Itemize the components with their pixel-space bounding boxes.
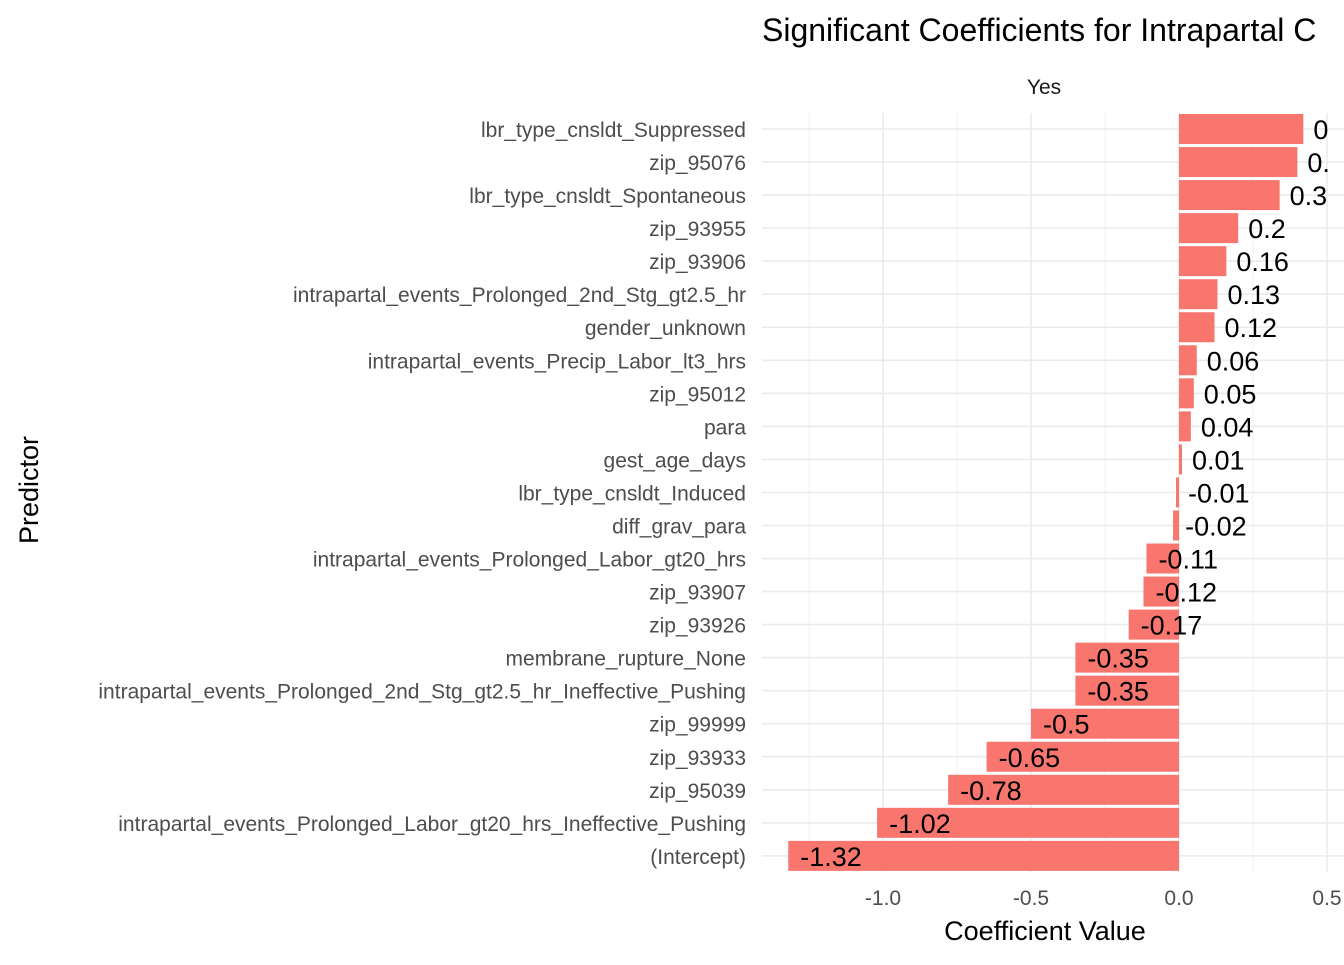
bar bbox=[1146, 543, 1179, 574]
y-tick-label: zip_95039 bbox=[649, 780, 746, 803]
y-axis-title: Predictor bbox=[14, 436, 44, 544]
bar bbox=[1179, 378, 1194, 409]
bar bbox=[1179, 312, 1215, 343]
data-label: -1.32 bbox=[800, 842, 862, 872]
y-tick-label: zip_95012 bbox=[649, 383, 746, 406]
y-tick-label: diff_grav_para bbox=[612, 515, 746, 538]
y-tick-label: zip_93933 bbox=[649, 747, 746, 770]
y-tick-label: zip_95076 bbox=[649, 152, 746, 175]
bar bbox=[1031, 708, 1179, 739]
data-label: 0.01 bbox=[1192, 445, 1245, 475]
chart-title: Significant Coefficients for Intrapartal… bbox=[762, 12, 1316, 48]
data-labels: 00.0.30.20.160.130.120.060.050.040.01-0.… bbox=[800, 115, 1330, 872]
data-label: -0.01 bbox=[1188, 478, 1250, 508]
x-tick-labels: -1.0 -0.5 0.0 0.5 bbox=[865, 887, 1342, 910]
y-tick-label: membrane_rupture_None bbox=[506, 648, 746, 671]
facet-label: Yes bbox=[1027, 76, 1061, 99]
data-label: -0.11 bbox=[1158, 545, 1218, 575]
y-tick-label: para bbox=[704, 416, 746, 439]
data-label: -0.12 bbox=[1155, 578, 1217, 608]
x-tick-label: 0.0 bbox=[1164, 887, 1193, 910]
data-label: -0.78 bbox=[960, 776, 1022, 806]
data-label: 0.16 bbox=[1236, 247, 1289, 277]
data-label: 0.3 bbox=[1290, 181, 1328, 211]
x-tick-label: -0.5 bbox=[1013, 887, 1049, 910]
bar bbox=[1173, 510, 1179, 541]
data-label: 0.12 bbox=[1225, 313, 1278, 343]
data-label: -0.5 bbox=[1043, 710, 1090, 740]
data-label: 0.06 bbox=[1207, 346, 1260, 376]
x-tick-label: 0.5 bbox=[1312, 887, 1341, 910]
bar bbox=[948, 774, 1179, 805]
y-tick-label: intrapartal_events_Prolonged_2nd_Stg_gt2… bbox=[293, 284, 746, 307]
data-label: -0.65 bbox=[999, 743, 1061, 773]
x-axis-title: Coefficient Value bbox=[944, 916, 1146, 946]
bar bbox=[1179, 213, 1239, 244]
data-label: 0. bbox=[1307, 148, 1330, 178]
data-label: -0.35 bbox=[1087, 644, 1149, 674]
bar bbox=[1075, 642, 1179, 673]
y-tick-label: zip_93907 bbox=[649, 582, 746, 605]
data-label: 0 bbox=[1313, 115, 1328, 145]
bar bbox=[1179, 411, 1191, 442]
y-tick-label: intrapartal_events_Precip_Labor_lt3_hrs bbox=[368, 350, 746, 373]
bar bbox=[1179, 180, 1280, 211]
y-tick-label: zip_93906 bbox=[649, 251, 746, 274]
y-tick-label: lbr_type_cnsldt_Suppressed bbox=[481, 119, 746, 142]
y-tick-labels: lbr_type_cnsldt_Suppressed zip_95076 lbr_t… bbox=[98, 119, 746, 869]
data-label: 0.13 bbox=[1227, 280, 1280, 310]
y-tick-label: intrapartal_events_Prolonged_Labor_gt20_… bbox=[313, 549, 746, 572]
x-tick-label: -1.0 bbox=[865, 887, 901, 910]
bar bbox=[1179, 345, 1197, 376]
bar bbox=[1179, 114, 1304, 144]
y-tick-label: zip_99999 bbox=[649, 714, 746, 737]
bar bbox=[1179, 444, 1182, 475]
bar bbox=[1128, 609, 1179, 640]
y-tick-label: gest_age_days bbox=[604, 449, 746, 472]
y-tick-label: (Intercept) bbox=[650, 846, 746, 869]
bar bbox=[1176, 477, 1179, 508]
bar bbox=[1143, 576, 1179, 607]
grid-lines bbox=[762, 113, 1344, 872]
bar bbox=[788, 840, 1179, 871]
data-label: 0.2 bbox=[1248, 214, 1286, 244]
y-tick-label: intrapartal_events_Prolonged_Labor_gt20_… bbox=[118, 813, 746, 836]
bar bbox=[986, 741, 1179, 772]
data-label: 0.04 bbox=[1201, 412, 1254, 442]
y-tick-label: intrapartal_events_Prolonged_2nd_Stg_gt2… bbox=[98, 681, 746, 704]
y-tick-label: lbr_type_cnsldt_Spontaneous bbox=[469, 185, 746, 208]
y-tick-label: zip_93926 bbox=[649, 615, 746, 638]
bars bbox=[788, 114, 1304, 871]
data-label: -0.17 bbox=[1141, 611, 1203, 641]
data-label: 0.05 bbox=[1204, 379, 1257, 409]
y-tick-label: zip_93955 bbox=[649, 218, 746, 241]
bar bbox=[1179, 147, 1298, 178]
data-label: -1.02 bbox=[889, 809, 951, 839]
bar bbox=[1179, 279, 1218, 310]
y-tick-label: lbr_type_cnsldt_Induced bbox=[518, 482, 746, 505]
bar bbox=[1179, 246, 1227, 277]
data-label: -0.02 bbox=[1185, 511, 1247, 541]
bar bbox=[1075, 675, 1179, 706]
bar bbox=[877, 807, 1179, 838]
data-label: -0.35 bbox=[1087, 677, 1149, 707]
y-tick-label: gender_unknown bbox=[585, 317, 746, 340]
